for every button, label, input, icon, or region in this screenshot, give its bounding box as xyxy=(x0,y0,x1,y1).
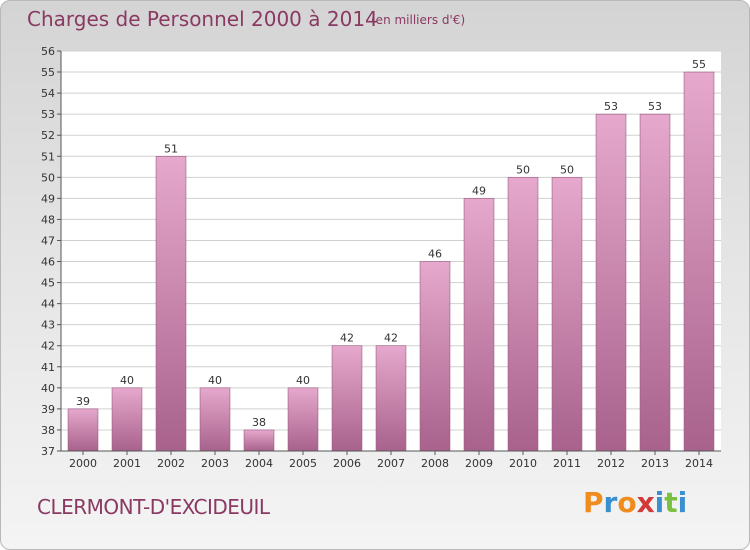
x-tick-label-2008: 2008 xyxy=(421,457,449,470)
chart-subtitle: (en milliers d'€) xyxy=(371,13,466,27)
value-label-2014: 55 xyxy=(692,58,706,71)
y-tick-label: 52 xyxy=(41,129,55,142)
y-tick-label: 56 xyxy=(41,45,55,58)
y-tick-label: 46 xyxy=(41,256,55,269)
value-label-2001: 40 xyxy=(120,374,134,387)
y-tick-label: 38 xyxy=(41,424,55,437)
x-tick-label-2011: 2011 xyxy=(553,457,581,470)
y-tick-label: 48 xyxy=(41,213,55,226)
x-tick-label-2006: 2006 xyxy=(333,457,361,470)
value-label-2011: 50 xyxy=(560,163,574,176)
bar-2008 xyxy=(419,261,451,452)
bar-2014 xyxy=(683,71,715,452)
y-tick-label: 39 xyxy=(41,403,55,416)
bar-2004 xyxy=(243,429,275,452)
value-label-2000: 39 xyxy=(76,395,90,408)
value-label-2010: 50 xyxy=(516,163,530,176)
bar-2000 xyxy=(67,408,99,452)
value-label-2002: 51 xyxy=(164,142,178,155)
proxiti-logo: Proxiti xyxy=(583,486,687,519)
y-tick-label: 47 xyxy=(41,234,55,247)
value-label-2003: 40 xyxy=(208,374,222,387)
value-label-2008: 46 xyxy=(428,248,442,261)
y-tick-label: 41 xyxy=(41,361,55,374)
y-tick-label: 50 xyxy=(41,171,55,184)
logo-letter: t xyxy=(664,486,678,519)
value-label-2009: 49 xyxy=(472,184,486,197)
x-tick-label-2002: 2002 xyxy=(157,457,185,470)
x-tick-label-2000: 2000 xyxy=(69,457,97,470)
x-tick-label-2013: 2013 xyxy=(641,457,669,470)
bar-2013 xyxy=(639,113,671,452)
value-label-2006: 42 xyxy=(340,332,354,345)
y-tick-label: 53 xyxy=(41,108,55,121)
y-tick-label: 51 xyxy=(41,150,55,163)
x-tick-label-2001: 2001 xyxy=(113,457,141,470)
y-tick-label: 40 xyxy=(41,382,55,395)
bar-2009 xyxy=(463,198,495,452)
bar-2003 xyxy=(199,387,231,452)
y-tick-label: 43 xyxy=(41,319,55,332)
y-tick-label: 44 xyxy=(41,298,55,311)
value-label-2012: 53 xyxy=(604,100,618,113)
logo-letter: o xyxy=(617,486,637,519)
y-tick-label: 42 xyxy=(41,340,55,353)
logo-letter: i xyxy=(677,486,688,519)
x-tick-label-2003: 2003 xyxy=(201,457,229,470)
x-tick-label-2009: 2009 xyxy=(465,457,493,470)
y-tick-label: 55 xyxy=(41,66,55,79)
bar-2010 xyxy=(507,177,539,452)
y-tick-label: 49 xyxy=(41,192,55,205)
x-tick-label-2005: 2005 xyxy=(289,457,317,470)
value-label-2013: 53 xyxy=(648,100,662,113)
x-tick-label-2004: 2004 xyxy=(245,457,273,470)
value-label-2004: 38 xyxy=(252,416,266,429)
bar-2007 xyxy=(375,345,407,452)
logo-letter: i xyxy=(654,486,665,519)
x-tick-label-2010: 2010 xyxy=(509,457,537,470)
logo-letter: r xyxy=(603,486,618,519)
y-tick-label: 37 xyxy=(41,445,55,458)
y-tick-label: 54 xyxy=(41,87,55,100)
logo-letter: x xyxy=(636,486,655,519)
bar-2001 xyxy=(111,387,143,452)
bar-2012 xyxy=(595,113,627,452)
bar-2002 xyxy=(155,155,187,452)
bar-2011 xyxy=(551,177,583,452)
y-tick-label: 45 xyxy=(41,277,55,290)
value-label-2005: 40 xyxy=(296,374,310,387)
x-tick-label-2012: 2012 xyxy=(597,457,625,470)
bar-2006 xyxy=(331,345,363,452)
bar-2005 xyxy=(287,387,319,452)
x-tick-label-2014: 2014 xyxy=(685,457,713,470)
value-label-2007: 42 xyxy=(384,332,398,345)
commune-name: CLERMONT-D'EXCIDEUIL xyxy=(37,495,270,519)
logo-letter: P xyxy=(583,486,604,519)
x-tick-label-2007: 2007 xyxy=(377,457,405,470)
chart-title: Charges de Personnel 2000 à 2014 xyxy=(27,7,378,31)
